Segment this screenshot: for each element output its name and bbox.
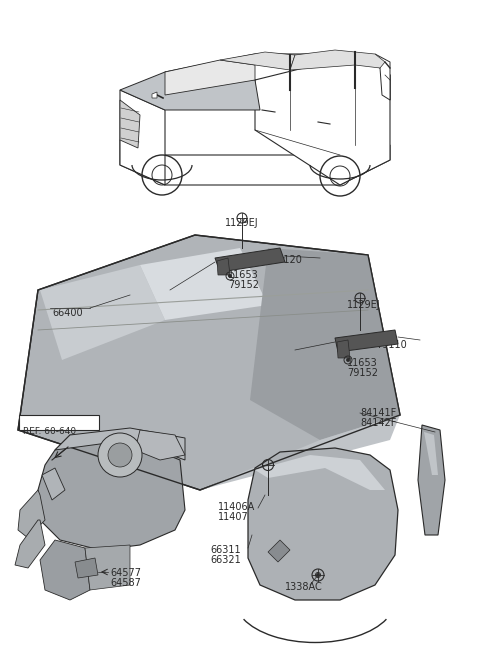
Text: 79152: 79152 [228, 280, 259, 290]
Polygon shape [38, 435, 185, 550]
Polygon shape [250, 248, 400, 440]
Polygon shape [255, 455, 385, 490]
Text: 66400: 66400 [52, 308, 83, 318]
Polygon shape [268, 540, 290, 562]
Text: 11406A: 11406A [218, 502, 255, 512]
Polygon shape [120, 100, 140, 148]
Polygon shape [135, 430, 185, 460]
Text: 79152: 79152 [347, 368, 378, 378]
Polygon shape [220, 52, 295, 70]
Polygon shape [355, 52, 385, 68]
FancyBboxPatch shape [19, 415, 99, 430]
Circle shape [347, 359, 349, 361]
Text: 84141F: 84141F [360, 408, 396, 418]
Polygon shape [375, 54, 390, 100]
Text: 11407: 11407 [218, 512, 249, 522]
Circle shape [229, 275, 231, 277]
Polygon shape [335, 330, 398, 352]
Polygon shape [40, 540, 90, 600]
Polygon shape [217, 258, 230, 275]
Text: 79120: 79120 [271, 255, 302, 265]
Polygon shape [165, 60, 255, 95]
Polygon shape [120, 140, 390, 185]
Circle shape [317, 574, 319, 576]
Circle shape [98, 433, 142, 477]
Polygon shape [120, 90, 165, 185]
Text: 11653: 11653 [347, 358, 378, 368]
Polygon shape [248, 448, 398, 600]
Polygon shape [337, 340, 350, 358]
Polygon shape [290, 50, 355, 70]
Polygon shape [418, 425, 445, 535]
Polygon shape [424, 432, 438, 475]
Polygon shape [165, 54, 390, 100]
Text: 1129EJ: 1129EJ [347, 300, 381, 310]
Text: REF. 60-640: REF. 60-640 [23, 427, 76, 436]
Polygon shape [152, 92, 157, 98]
Polygon shape [18, 490, 45, 538]
Text: 66321: 66321 [210, 555, 241, 565]
Text: 66311: 66311 [210, 545, 240, 555]
Polygon shape [200, 415, 400, 490]
Polygon shape [140, 248, 268, 320]
Text: 79110: 79110 [376, 340, 407, 350]
Text: 1129EJ: 1129EJ [225, 218, 259, 228]
Polygon shape [255, 54, 390, 185]
Polygon shape [85, 545, 130, 590]
Text: 64587: 64587 [110, 578, 141, 588]
Polygon shape [40, 265, 165, 360]
Polygon shape [75, 558, 98, 578]
Polygon shape [215, 248, 285, 272]
Polygon shape [18, 235, 400, 490]
Text: 11653: 11653 [228, 270, 259, 280]
Polygon shape [120, 72, 260, 110]
Text: 64577: 64577 [110, 568, 141, 578]
Text: 84142F: 84142F [360, 418, 396, 428]
Polygon shape [42, 468, 65, 500]
Polygon shape [15, 520, 45, 568]
Polygon shape [55, 428, 185, 460]
Circle shape [108, 443, 132, 467]
Text: 1338AC: 1338AC [285, 582, 323, 592]
